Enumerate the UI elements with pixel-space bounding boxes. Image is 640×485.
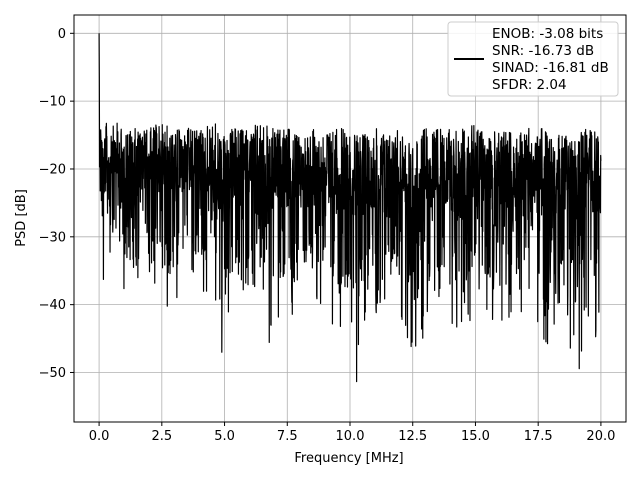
x-tick-label: 7.5 <box>277 429 298 444</box>
x-tick-label: 5.0 <box>214 429 235 444</box>
legend-label-line: SINAD: -16.81 dB <box>492 60 609 76</box>
legend-box <box>447 21 619 97</box>
y-tick-label: −40 <box>39 298 66 313</box>
x-axis-label: Frequency [MHz] <box>294 451 403 466</box>
x-axis-ticks: 0.0 2.5 5.0 7.5 10.0 12.5 15.0 17.5 20.0 <box>89 422 615 444</box>
legend-label-line: ENOB: -3.08 bits <box>492 26 603 42</box>
psd-series-line <box>98 33 602 383</box>
x-tick-label: 17.5 <box>524 429 553 444</box>
y-tick-label: −10 <box>39 95 66 110</box>
y-axis-ticks: 0 −10 −20 −30 −40 −50 <box>39 27 74 381</box>
legend-label-line: SNR: -16.73 dB <box>492 43 594 59</box>
y-tick-label: −20 <box>39 162 66 177</box>
x-tick-label: 12.5 <box>398 429 427 444</box>
x-tick-label: 15.0 <box>461 429 490 444</box>
legend-label-line: SFDR: 2.04 <box>492 77 567 93</box>
x-tick-label: 10.0 <box>336 429 365 444</box>
y-axis-label: PSD [dB] <box>14 189 29 247</box>
y-tick-label: 0 <box>58 27 66 42</box>
x-tick-label: 20.0 <box>586 429 615 444</box>
plot-data <box>98 33 602 383</box>
y-tick-label: −50 <box>39 366 66 381</box>
x-tick-label: 0.0 <box>89 429 110 444</box>
y-tick-label: −30 <box>39 230 66 245</box>
x-tick-label: 2.5 <box>151 429 172 444</box>
